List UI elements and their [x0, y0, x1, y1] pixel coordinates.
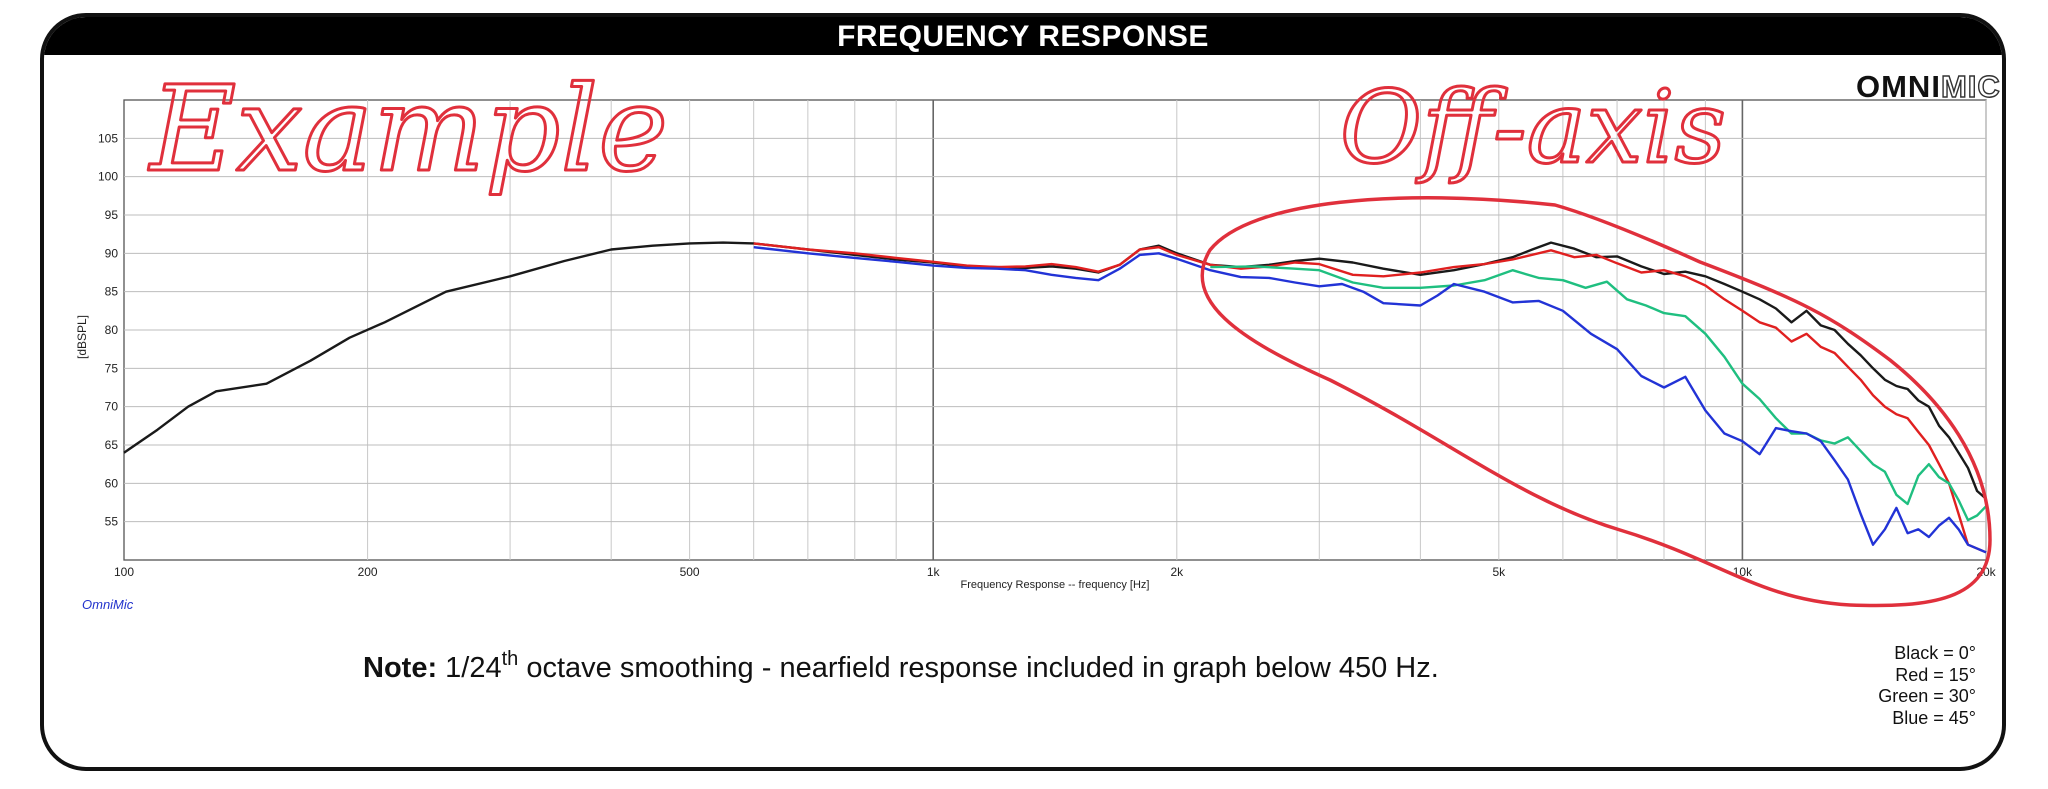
series-group: [123, 241, 1987, 554]
legend: Black = 0° Red = 15° Green = 30° Blue = …: [1878, 643, 1976, 729]
y-tick-label: 60: [105, 476, 119, 490]
y-tick-label: 55: [105, 515, 119, 529]
series-line-0: [123, 241, 1987, 500]
note-body: octave smoothing - nearfield response in…: [518, 652, 1439, 684]
y-tick-label: 80: [105, 323, 119, 337]
x-tick-label: 2k: [1170, 565, 1184, 579]
omnimic-watermark: OmniMic: [82, 597, 134, 612]
chart-title: FREQUENCY RESPONSE: [44, 17, 2002, 55]
x-tick-label: 1k: [927, 565, 941, 579]
off-axis-circle-outline: [1200, 196, 1992, 608]
note-superscript: th: [501, 648, 519, 670]
x-tick-label: 200: [358, 565, 378, 579]
series-line-3: [753, 246, 1987, 554]
y-tick-label: 75: [105, 361, 119, 375]
logo-omni: OMNI: [1856, 69, 1941, 104]
y-tick-label: 85: [105, 285, 119, 299]
y-tick-label: 100: [98, 170, 118, 184]
note-text: Note: 1/24th octave smoothing - nearfiel…: [363, 649, 1439, 685]
y-tick-label: 95: [105, 208, 119, 222]
x-tick-label: 5k: [1492, 565, 1506, 579]
y-axis-label: [dBSPL]: [75, 315, 89, 359]
x-tick-label: 100: [114, 565, 134, 579]
note-fraction: 1/24: [445, 652, 502, 684]
legend-entry-blue: Blue = 45°: [1892, 707, 1976, 728]
note-label: Note:: [363, 652, 438, 684]
omnimic-logo: OMNIMIC: [1856, 68, 2001, 105]
handwritten-annotations: Example Off-axis: [147, 59, 1992, 608]
legend-entry-black: Black = 0°: [1894, 643, 1976, 663]
annotation-off-axis: Off-axis: [1340, 69, 1726, 186]
logo-mic: MIC: [1940, 68, 2001, 104]
y-tick-label: 70: [105, 400, 119, 414]
grid: [123, 99, 1987, 561]
y-tick-label: 65: [105, 438, 119, 452]
series-line-2: [1210, 265, 1987, 522]
y-tick-label: 105: [98, 131, 118, 145]
legend-entry-green: Green = 30°: [1878, 686, 1976, 706]
series-line-1: [753, 242, 1987, 554]
x-axis-label: Frequency Response -- frequency [Hz]: [961, 579, 1150, 591]
legend-entry-red: Red = 15°: [1895, 664, 1976, 685]
x-tick-label: 500: [680, 565, 700, 579]
annotation-example: Example: [148, 60, 668, 198]
y-tick-label: 90: [105, 246, 119, 260]
